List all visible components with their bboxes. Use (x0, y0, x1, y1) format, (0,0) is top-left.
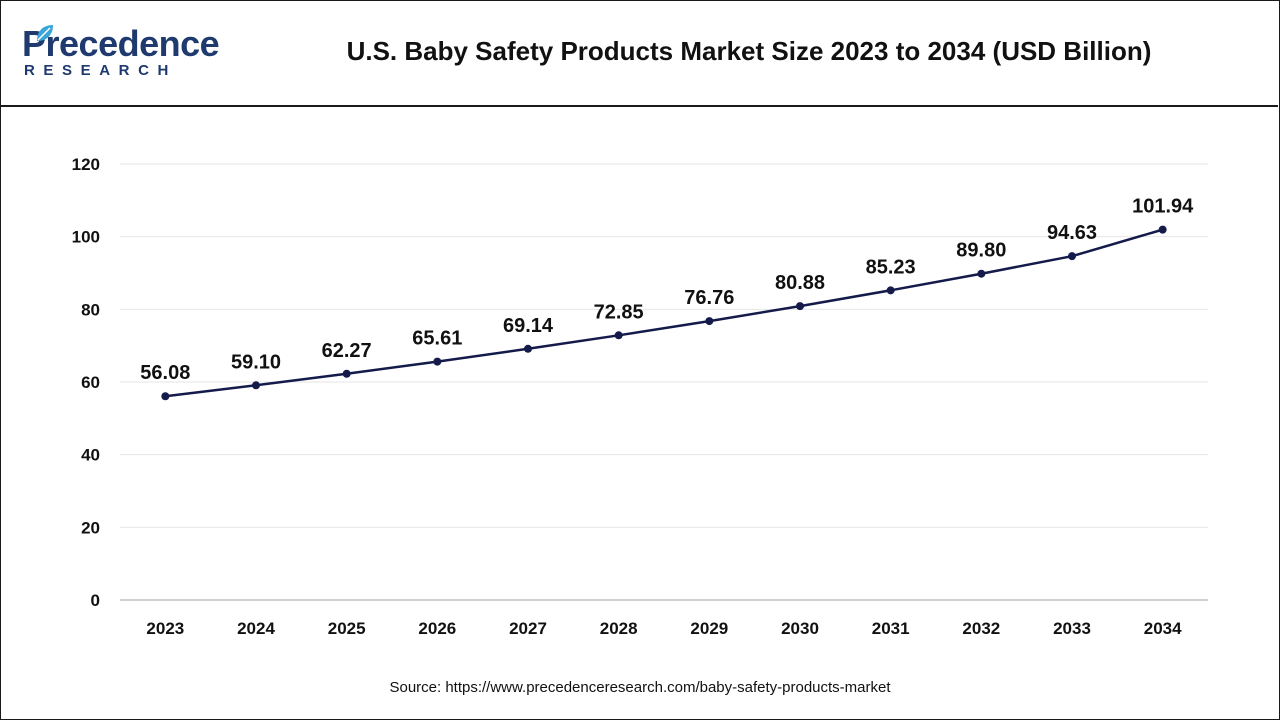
data-label: 94.63 (1047, 222, 1097, 244)
x-tick-label: 2025 (328, 619, 366, 638)
data-label: 69.14 (503, 315, 554, 337)
x-tick-label: 2034 (1144, 619, 1182, 638)
y-tick-label: 60 (81, 373, 100, 392)
x-tick-label: 2026 (418, 619, 456, 638)
y-tick-label: 40 (81, 446, 100, 465)
header: Precedence RESEARCH U.S. Baby Safety Pro… (0, 0, 1278, 107)
x-tick-label: 2027 (509, 619, 547, 638)
x-tick-label: 2028 (600, 619, 638, 638)
source-note: Source: https://www.precedenceresearch.c… (389, 679, 891, 696)
y-tick-label: 0 (91, 591, 100, 610)
data-label: 80.88 (775, 272, 825, 294)
data-point (342, 369, 351, 378)
series-line (165, 228, 1164, 398)
y-tick-label: 20 (81, 518, 100, 537)
data-point (252, 381, 260, 390)
x-tick-label: 2029 (690, 619, 728, 638)
chart-title: U.S. Baby Safety Products Market Size 20… (346, 36, 1152, 66)
x-tick-label: 2030 (781, 619, 819, 638)
leaf-icon (37, 25, 53, 41)
logo-subtitle: RESEARCH (24, 62, 177, 79)
y-tick-label: 120 (72, 155, 100, 174)
brand-logo: Precedence RESEARCH (22, 24, 222, 84)
data-label: 72.85 (594, 301, 644, 323)
x-tick-label: 2023 (146, 619, 184, 638)
x-tick-label: 2024 (237, 619, 275, 638)
x-tick-label: 2031 (872, 619, 910, 638)
data-point (161, 392, 170, 401)
y-tick-labels: 0 20 40 60 80 100 120 (72, 155, 100, 610)
x-tick-labels: 2023 2024 2025 2026 2027 2028 2029 2030 2031 2032… (146, 619, 1182, 638)
data-label: 101.94 (1132, 196, 1194, 218)
data-point (796, 302, 804, 311)
x-tick-label: 2032 (962, 619, 1000, 638)
data-points (161, 225, 1167, 401)
data-point (977, 269, 986, 278)
data-labels: 56.08 59.10 62.27 65.61 69.14 72.85 76.76 80.88… (140, 196, 1194, 385)
series-line-layer (165, 228, 1164, 398)
data-point (1158, 225, 1167, 234)
data-label: 89.80 (956, 240, 1006, 262)
data-label: 62.27 (322, 340, 372, 362)
data-label: 85.23 (866, 256, 916, 278)
y-tick-label: 100 (72, 228, 100, 247)
line-chart: 0 20 40 60 80 100 120 2023 2024 2025 2026 2027 2028… (72, 155, 1208, 638)
data-label: 59.10 (231, 351, 281, 373)
data-label: 76.76 (684, 287, 734, 309)
data-point (1068, 252, 1076, 261)
y-tick-label: 80 (81, 300, 100, 319)
data-point (524, 344, 532, 353)
data-label: 65.61 (412, 328, 462, 350)
data-point (433, 357, 442, 366)
data-point (614, 331, 623, 340)
x-tick-label: 2033 (1053, 619, 1091, 638)
data-point (705, 317, 714, 326)
grid-lines (120, 163, 1208, 528)
logo-wordmark: Precedence (22, 23, 220, 64)
data-label: 56.08 (140, 362, 190, 384)
data-point (886, 286, 895, 295)
